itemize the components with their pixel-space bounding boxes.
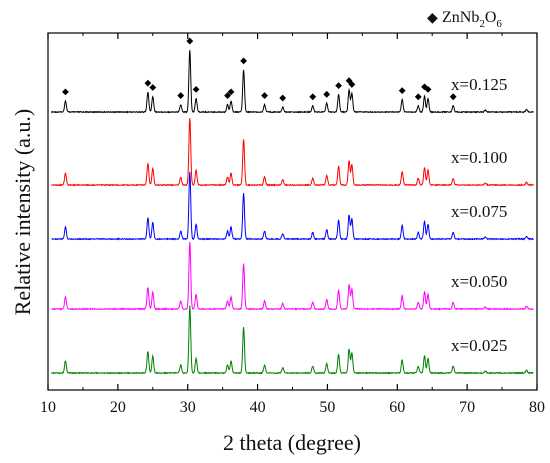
series-line-x-0-100 xyxy=(51,118,534,187)
x-tick-label: 80 xyxy=(529,399,545,416)
x-tick-label: 60 xyxy=(389,399,405,416)
series-layer xyxy=(51,50,534,375)
series-line-x-0-050 xyxy=(51,242,534,311)
peak-marker-diamond-icon xyxy=(227,88,235,96)
x-axis-ticks: 10 20 30 40 50 60 70 80 xyxy=(40,33,545,416)
peak-marker-diamond-icon xyxy=(398,87,406,95)
series-line-x-0-075 xyxy=(51,171,534,241)
x-tick-label: 70 xyxy=(459,399,475,416)
peak-marker-diamond-icon xyxy=(279,94,287,102)
peak-marker-diamond-icon xyxy=(192,85,200,93)
peak-marker-diamond-icon xyxy=(345,77,353,85)
series-label: x=0.025 xyxy=(451,336,507,355)
series-line-x-0-125 xyxy=(51,50,534,114)
x-tick-label: 30 xyxy=(180,399,196,416)
peak-marker-diamond-icon xyxy=(414,93,422,101)
legend-mid: O xyxy=(485,9,497,26)
peak-marker-diamond-icon xyxy=(186,37,194,45)
legend: ◆ ZnNb2O6 xyxy=(427,9,502,30)
legend-label: ZnNb2O6 xyxy=(442,9,502,30)
peak-marker-diamond-icon xyxy=(240,57,247,65)
x-axis-title: 2 theta (degree) xyxy=(223,430,361,455)
peak-marker-diamond-icon xyxy=(144,79,152,87)
x-tick-label: 10 xyxy=(40,399,56,416)
series-label: x=0.100 xyxy=(451,148,507,167)
peak-marker-diamond-icon xyxy=(348,81,356,88)
x-tick-label: 40 xyxy=(250,399,266,416)
peak-marker-diamond-icon xyxy=(177,92,185,99)
peak-marker-diamond-icon xyxy=(62,88,69,96)
series-label: x=0.050 xyxy=(451,272,507,291)
peak-marker-diamond-icon xyxy=(309,93,317,101)
peak-marker-diamond-icon xyxy=(323,90,331,98)
peak-marker-diamond-icon xyxy=(335,82,343,90)
series-label: x=0.125 xyxy=(451,75,507,94)
x-tick-label: 50 xyxy=(319,399,335,416)
peak-marker-diamond-icon xyxy=(149,84,157,91)
series-label: x=0.075 xyxy=(451,202,507,221)
legend-sub2: 6 xyxy=(496,18,502,30)
y-axis-title: Relative intensity (a.u.) xyxy=(10,109,35,316)
legend-sub1: 2 xyxy=(479,18,485,30)
peak-marker-layer xyxy=(62,37,457,102)
legend-phase-main: ZnNb xyxy=(442,9,479,26)
peak-marker-diamond-icon xyxy=(449,93,457,101)
series-label-layer: x=0.125 x=0.100 x=0.075 x=0.050 x=0.025 xyxy=(451,75,507,355)
legend-diamond-icon: ◆ xyxy=(427,11,438,26)
peak-marker-diamond-icon xyxy=(224,92,231,99)
peak-marker-diamond-icon xyxy=(424,85,432,93)
peak-marker-diamond-icon xyxy=(261,92,268,99)
series-line-x-0-025 xyxy=(51,305,534,375)
x-tick-label: 20 xyxy=(110,399,126,416)
